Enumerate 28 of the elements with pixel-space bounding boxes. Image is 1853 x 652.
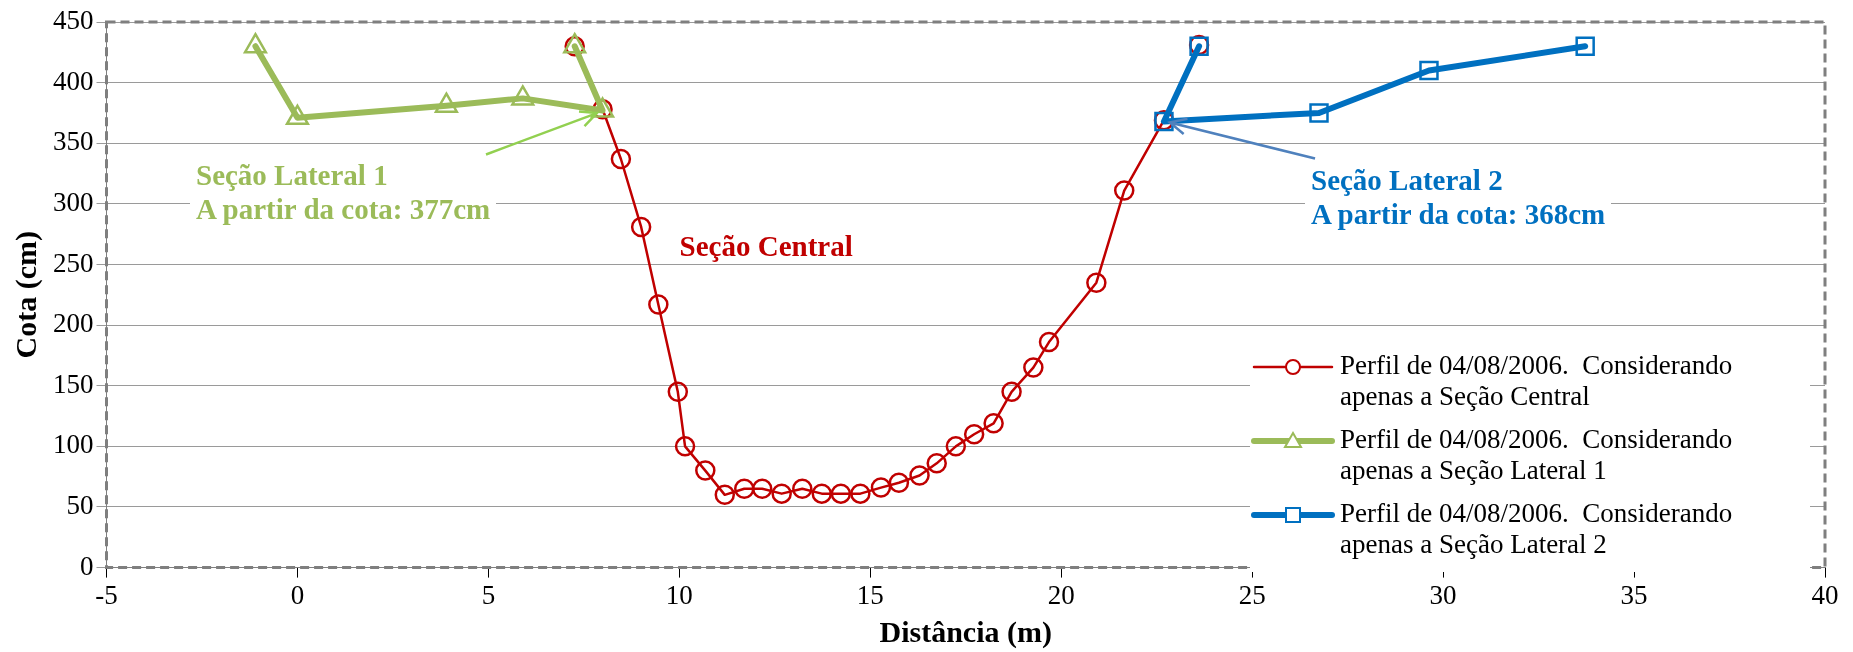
x-tick-label: 20 (1047, 579, 1075, 610)
y-tick-label: 350 (53, 126, 94, 157)
y-tick-label: 400 (53, 65, 94, 96)
x-tick-label: 0 (290, 579, 305, 610)
y-tick-label: 300 (53, 186, 94, 217)
annotation: Seção Central (673, 229, 859, 264)
y-axis-title: Cota (cm) (8, 231, 43, 359)
y-tick-label: 150 (53, 368, 94, 399)
y-tick-label: 200 (53, 308, 94, 339)
legend-label: Perfil de 04/08/2006. Considerando apenas a Seção Lateral 1 (1340, 423, 1734, 486)
y-tick-label: 250 (53, 247, 94, 278)
x-tick-label: 35 (1620, 579, 1648, 610)
x-tick-label: 15 (856, 579, 884, 610)
y-tick-label: 0 (80, 550, 94, 581)
x-axis-title: Distância (m) (879, 614, 1052, 649)
x-tick-label: 30 (1429, 579, 1457, 610)
x-tick-label: 40 (1811, 579, 1839, 610)
annotation: Seção Lateral 2 A partir da cota: 368cm (1305, 163, 1612, 231)
x-tick-label: -5 (95, 579, 118, 610)
legend-label: Perfil de 04/08/2006. Considerando apenas a Seção Central (1340, 349, 1734, 412)
x-tick-label: 25 (1238, 579, 1266, 610)
y-tick-label: 100 (53, 429, 94, 460)
legend-label: Perfil de 04/08/2006. Considerando apenas a Seção Lateral 2 (1340, 497, 1734, 560)
annotation: Seção Lateral 1 A partir da cota: 377cm (190, 158, 497, 226)
y-tick-label: 50 (66, 490, 94, 521)
x-tick-label: 5 (481, 579, 496, 610)
y-tick-label: 450 (53, 5, 94, 36)
x-tick-label: 10 (665, 579, 693, 610)
